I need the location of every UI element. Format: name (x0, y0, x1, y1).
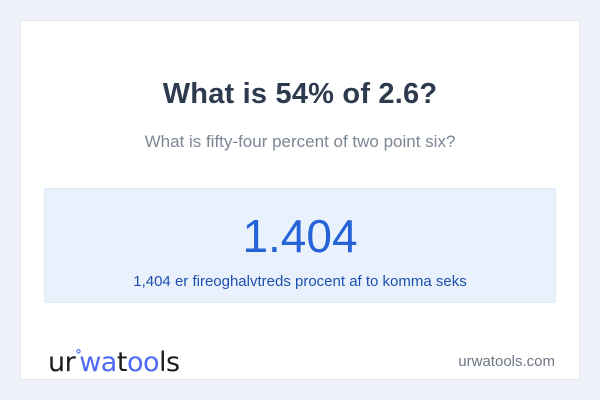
question-subtitle: What is fifty-four percent of two point … (144, 132, 456, 151)
answer-value: 1.404 (242, 210, 358, 262)
answer-description: 1,404 er fireoghalvtreds procent af to k… (133, 273, 467, 290)
question-title: What is 54% of 2.6? (162, 78, 438, 110)
answer-box: 1.404 1,404 er fireoghalvtreds procent a… (44, 188, 556, 303)
logo-degree-icon: ° (75, 348, 82, 363)
result-card: What is 54% of 2.6? What is fifty-four p… (20, 20, 580, 380)
domain-link[interactable]: urwatools.com (458, 353, 555, 370)
logo-text-t: t (116, 347, 128, 378)
logo-text-ur: ur (48, 347, 76, 378)
logo-text-ls: ls (159, 347, 180, 378)
logo-text-wa: wa (79, 347, 117, 378)
urwatools-logo[interactable]: ur°watools (48, 339, 180, 380)
logo-text-oo: oo (126, 347, 160, 378)
